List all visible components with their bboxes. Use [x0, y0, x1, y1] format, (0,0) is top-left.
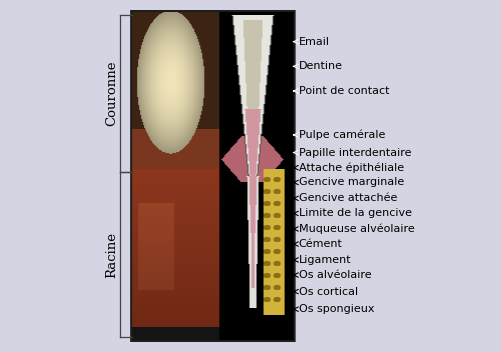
Text: Couronne: Couronne — [106, 61, 119, 126]
Text: Ligament: Ligament — [298, 255, 351, 265]
Text: Gencive attachée: Gencive attachée — [298, 193, 396, 203]
Text: Racine: Racine — [106, 232, 119, 277]
Text: Email: Email — [298, 37, 329, 47]
Text: Pulpe camérale: Pulpe camérale — [298, 130, 384, 140]
Text: Gencive marginale: Gencive marginale — [298, 177, 403, 188]
Text: Os cortical: Os cortical — [298, 287, 357, 297]
Text: Os alvéolaire: Os alvéolaire — [298, 270, 370, 280]
Text: Point de contact: Point de contact — [298, 86, 388, 96]
Text: Limite de la gencive: Limite de la gencive — [298, 208, 411, 219]
Text: Muqueuse alvéolaire: Muqueuse alvéolaire — [298, 224, 413, 234]
Text: Papille interdentaire: Papille interdentaire — [298, 147, 410, 158]
Text: Os spongieux: Os spongieux — [298, 304, 373, 314]
Text: Cément: Cément — [298, 239, 342, 249]
Text: Dentine: Dentine — [298, 61, 342, 71]
Text: Attache épithéliale: Attache épithéliale — [298, 162, 403, 173]
